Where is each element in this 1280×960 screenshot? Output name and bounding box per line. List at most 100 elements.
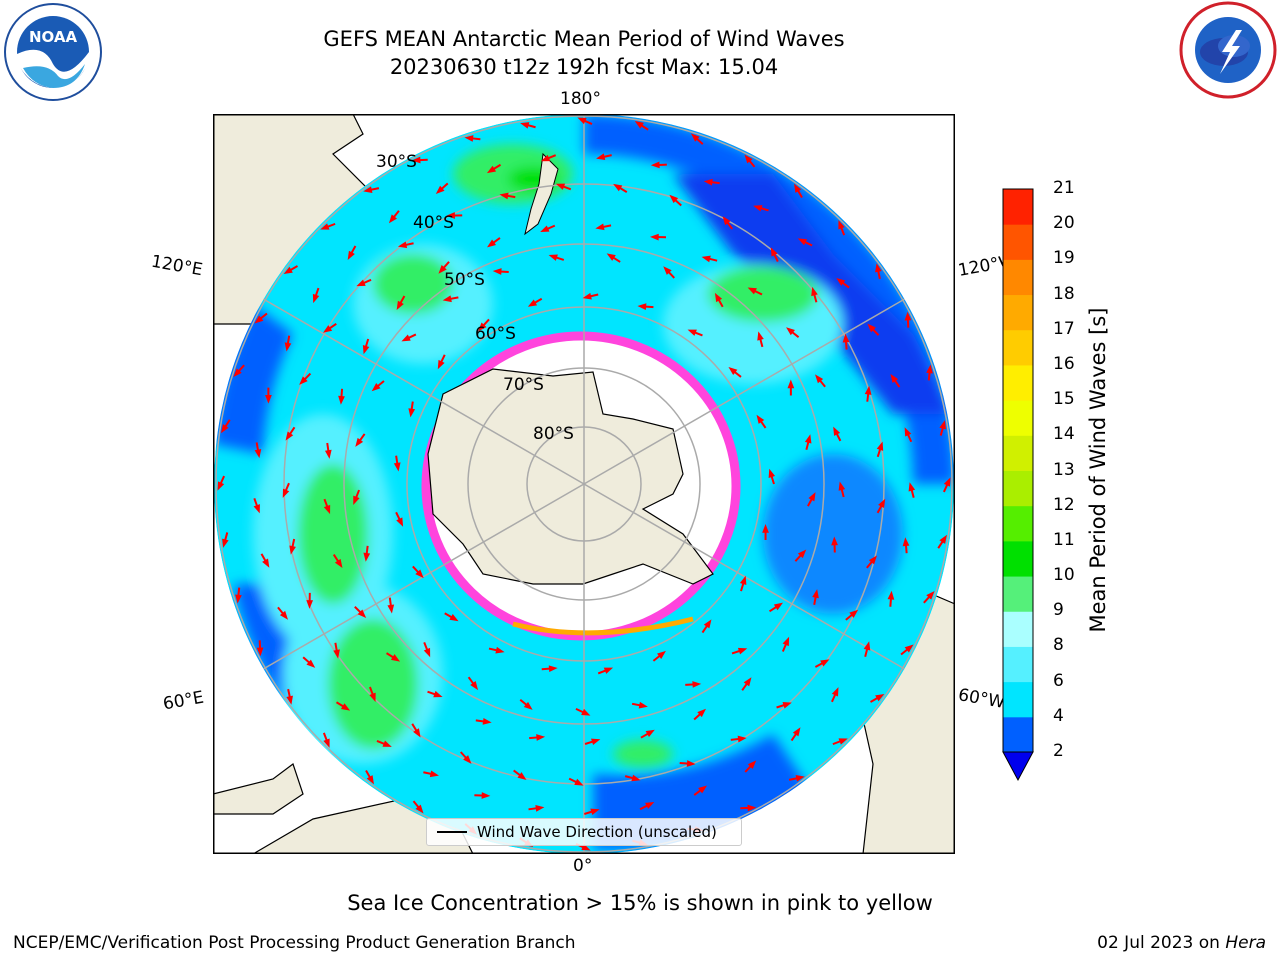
colorbar-cell <box>1003 576 1033 612</box>
run-date-text: 02 Jul 2023 on <box>1097 933 1226 953</box>
wave-direction-arrowhead <box>753 205 763 212</box>
wave-direction-arrowhead <box>728 367 738 376</box>
colorbar-cell <box>1003 400 1033 436</box>
wave-direction-arrowhead <box>481 792 491 799</box>
wave-direction-arrowhead <box>411 156 421 164</box>
colorbar-cell <box>1003 224 1033 260</box>
wave-direction-arrowhead <box>904 644 914 653</box>
wave-direction-arrowhead <box>574 778 584 786</box>
wave-direction-arrowhead <box>943 477 951 487</box>
colorbar-cell <box>1003 294 1033 331</box>
wave-direction-arrowhead <box>878 498 886 509</box>
polar-map <box>213 114 955 854</box>
wave-direction-arrowhead <box>838 481 846 491</box>
wave-direction-arrowhead <box>388 214 398 224</box>
wave-direction-arrowhead <box>842 333 850 343</box>
wave-direction-arrowhead <box>356 279 366 287</box>
wave-direction-arrowhead <box>233 368 242 378</box>
wave-direction-arrowhead <box>645 729 655 737</box>
wave-direction-arrowhead <box>650 161 660 169</box>
wave-direction-arrowhead <box>786 327 795 336</box>
wave-direction-arrowhead <box>401 334 411 342</box>
wave-direction-arrowhead <box>254 315 264 324</box>
wave-direction-arrowhead <box>256 647 264 657</box>
wave-direction-arrowhead <box>939 420 946 430</box>
wave-direction-arrowhead <box>686 760 696 767</box>
wave-direction-arrowhead <box>306 600 314 609</box>
noaa-logo: NOAA <box>4 3 102 101</box>
colorbar-tick-label: 20 <box>1053 213 1075 234</box>
wave-direction-arrowhead <box>548 665 558 673</box>
wave-direction-arrowhead <box>340 703 351 711</box>
colorbar-cell <box>1003 505 1033 542</box>
wave-direction-arrowhead <box>747 760 757 769</box>
colorbar-tick-label: 2 <box>1053 741 1064 761</box>
chart-title: GEFS MEAN Antarctic Mean Period of Wind … <box>323 27 845 51</box>
wave-direction-arrowhead <box>638 701 648 709</box>
wave-direction-arrowhead <box>649 233 659 241</box>
run-date: 02 Jul 2023 on Hera <box>1097 933 1266 953</box>
wave-direction-arrowhead <box>812 589 819 599</box>
wave-direction-arrowhead <box>396 517 404 527</box>
colorbar-tick-label: 4 <box>1053 705 1064 726</box>
wave-direction-arrowhead <box>687 329 697 336</box>
wave-direction-arrowhead <box>334 558 343 569</box>
wave-direction-arrowhead <box>768 468 776 479</box>
wave-direction-arrowhead <box>756 414 765 424</box>
colorbar-tick-label: 16 <box>1053 353 1075 374</box>
wave-direction-arrowhead <box>323 738 330 748</box>
wave-direction-arrowhead <box>423 647 431 658</box>
machine-name: Hera <box>1225 933 1266 953</box>
wave-direction-arrowhead <box>357 609 367 618</box>
wave-direction-arrowhead <box>499 192 509 200</box>
wave-direction-arrowhead <box>320 223 330 230</box>
wave-direction-arrowhead <box>606 253 616 261</box>
lat-label-70s: 70°S <box>503 375 544 395</box>
noaa-logo-text: NOAA <box>29 28 78 46</box>
wave-direction-arrowhead <box>284 342 292 352</box>
wave-direction-arrowhead <box>382 740 392 747</box>
wave-direction-arrowhead <box>217 481 225 491</box>
wave-direction-arrowhead <box>833 426 841 436</box>
wave-direction-arrowhead <box>797 549 807 559</box>
wave-direction-arrowhead <box>782 702 792 709</box>
wave-direction-arrowhead <box>838 220 845 230</box>
wave-direction-arrowhead <box>363 552 371 562</box>
wave-direction-arrowhead <box>838 738 848 745</box>
colorbar-cell <box>1003 364 1033 401</box>
wave-direction-arrowhead <box>939 534 947 544</box>
wave-direction-arrowhead <box>446 212 455 219</box>
wave-direction-arrowhead <box>887 590 895 600</box>
wave-direction-arrowhead <box>876 441 884 451</box>
wave-direction-arrowhead <box>815 374 824 384</box>
wave-direction-arrowhead <box>463 755 472 764</box>
wave-direction-arrowhead <box>902 537 910 547</box>
wave-direction-arrowhead <box>286 695 293 705</box>
colorbar-cell <box>1003 540 1033 577</box>
colorbar-cell <box>1003 611 1033 647</box>
wave-direction-arrowhead <box>478 322 487 332</box>
colorbar-tick-label: 8 <box>1053 635 1064 656</box>
lon-label-60w: 60°W <box>956 685 1007 713</box>
colorbar-tick-label: 21 <box>1053 178 1075 198</box>
wave-direction-arrowhead <box>535 805 545 812</box>
wave-direction-arrowhead <box>282 488 290 498</box>
wave-direction-arrowhead <box>645 801 655 809</box>
colorbar-cell <box>1003 435 1033 471</box>
colorbar-title: Mean Period of Wind Waves [s] <box>1086 307 1110 633</box>
colorbar-cell <box>1003 259 1033 296</box>
wave-direction-arrowhead <box>324 449 332 459</box>
wave-direction-arrowhead <box>698 785 708 794</box>
wave-direction-arrowhead <box>714 292 723 303</box>
wave-direction-arrowhead <box>737 735 747 743</box>
wave-direction-arrowhead <box>487 239 497 248</box>
wave-direction-arrowhead <box>254 449 262 459</box>
wave-direction-arrowhead <box>590 808 600 816</box>
wave-direction-arrowhead <box>770 247 778 257</box>
wave-direction-arrowhead <box>595 223 605 231</box>
colorbar-cell <box>1003 646 1033 683</box>
wave-direction-arrowhead <box>792 727 801 737</box>
wave-direction-arrowhead <box>663 266 672 275</box>
wave-direction-arrowhead <box>390 654 401 662</box>
wave-direction-arrowhead <box>470 681 479 691</box>
